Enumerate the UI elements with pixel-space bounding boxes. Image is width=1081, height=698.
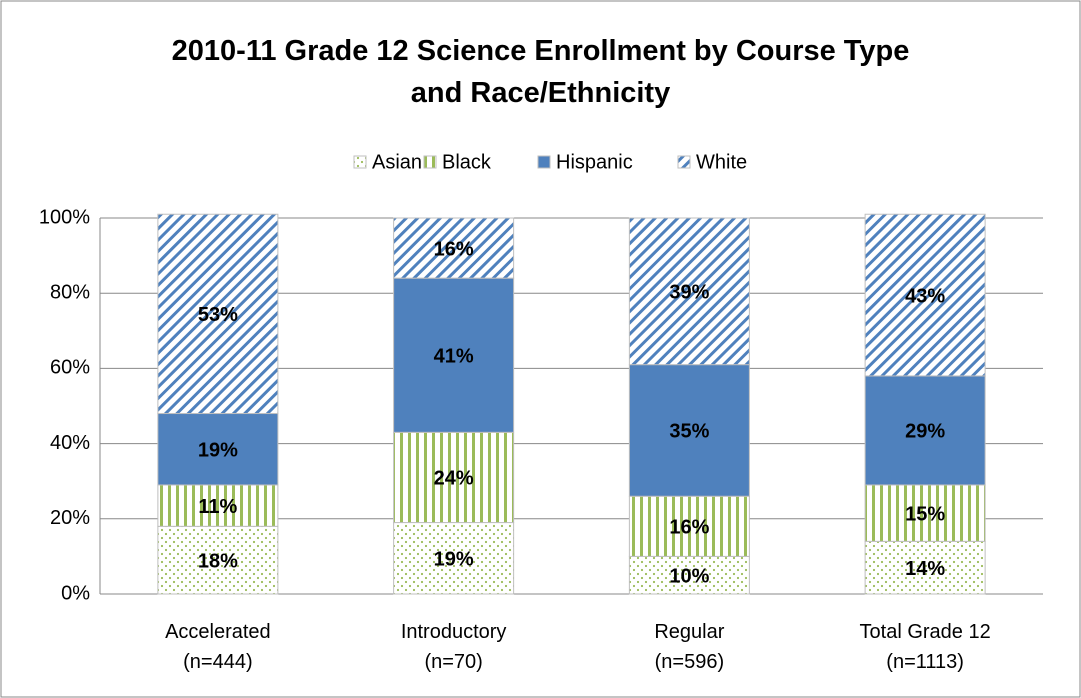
x-tick-label: Introductory (n=70) — [400, 621, 507, 673]
bar-segment — [393, 431, 515, 524]
x-tick-label: Accelerated (n=444) — [165, 621, 271, 673]
data-label: 15% — [905, 503, 945, 525]
y-tick-label: 0% — [61, 582, 90, 604]
legend-swatch — [537, 155, 551, 169]
x-tick-label: Total Grade 12 (n=1113) — [859, 621, 991, 673]
bar-segment — [864, 213, 986, 377]
legend-swatch — [677, 155, 691, 169]
bar-segment — [864, 375, 986, 486]
data-label: 41% — [434, 346, 474, 368]
bar-segment — [157, 484, 279, 527]
bar-segment — [628, 217, 750, 366]
data-label: 29% — [905, 421, 945, 443]
legend-swatch — [353, 155, 367, 169]
data-label: 14% — [905, 558, 945, 580]
bar-segment — [628, 495, 750, 557]
y-tick-label: 100% — [39, 206, 90, 228]
bar-segment — [393, 217, 515, 279]
data-label: 53% — [198, 304, 238, 326]
data-label: 19% — [198, 440, 238, 462]
data-label: 10% — [669, 565, 709, 587]
y-tick-label: 40% — [50, 432, 90, 454]
data-label: 35% — [669, 421, 709, 443]
bar-segment — [864, 540, 986, 595]
legend-swatch — [423, 155, 437, 169]
data-label: 16% — [669, 517, 709, 539]
x-tick-label: Regular (n=596) — [654, 621, 725, 673]
bar-segment — [157, 213, 279, 415]
y-tick-label: 20% — [50, 507, 90, 529]
legend-label: Hispanic — [556, 151, 633, 173]
data-label: 39% — [669, 282, 709, 304]
bar-segment — [393, 522, 515, 595]
data-label: 24% — [434, 468, 474, 490]
chart-title: 2010-11 Grade 12 Science Enrollment by C… — [171, 35, 910, 109]
data-label: 43% — [905, 285, 945, 307]
data-label: 19% — [434, 549, 474, 571]
y-tick-label: 80% — [50, 281, 90, 303]
y-tick-label: 60% — [50, 357, 90, 379]
bar-segment — [628, 364, 750, 497]
legend-label: Black — [442, 151, 492, 173]
bar-segment — [157, 525, 279, 595]
legend-label: White — [696, 151, 747, 173]
bar-segment — [864, 484, 986, 542]
data-label: 11% — [198, 496, 237, 518]
data-label: 18% — [198, 550, 238, 572]
bar-segment — [157, 413, 279, 486]
bar-segment — [393, 277, 515, 433]
data-label: 16% — [434, 238, 474, 260]
legend-label: Asian — [372, 151, 422, 173]
